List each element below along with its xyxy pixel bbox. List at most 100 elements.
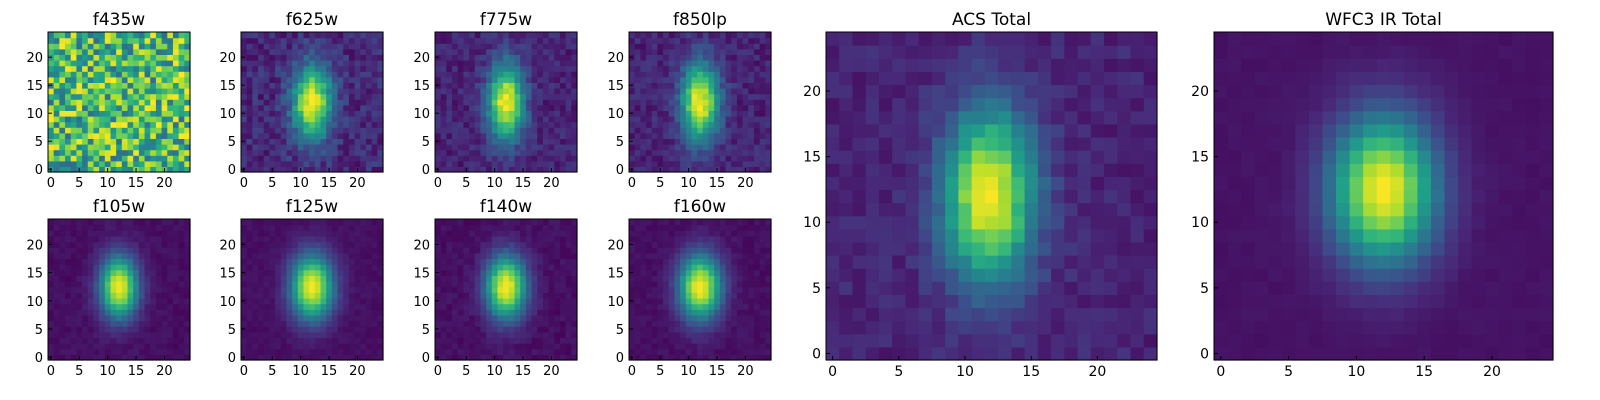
heatmap-cell: [759, 54, 766, 61]
heatmap-cell: [668, 286, 676, 293]
heatmap-cell: [258, 160, 265, 167]
heatmap-cell: [559, 116, 567, 123]
heatmap-cell: [731, 303, 738, 310]
heatmap-cell: [286, 121, 293, 128]
heatmap-cell: [104, 116, 112, 123]
heatmap-cell: [559, 343, 567, 350]
heatmap-cell: [542, 264, 550, 271]
heatmap-cell: [748, 110, 755, 117]
heatmap-cell: [634, 258, 641, 265]
heatmap-cell: [525, 166, 533, 173]
heatmap-cell: [759, 264, 766, 271]
heatmap-cell: [292, 144, 299, 151]
heatmap-cell: [110, 235, 117, 243]
heatmap-cell: [116, 252, 123, 260]
heatmap-cell: [554, 43, 561, 50]
heatmap-cell: [354, 281, 361, 288]
heatmap-cell: [280, 104, 288, 111]
heatmap-cell: [548, 269, 555, 276]
heatmap-cell: [542, 88, 550, 95]
heatmap-cell: [463, 76, 470, 83]
heatmap-cell: [331, 292, 339, 299]
heatmap-cell: [110, 343, 117, 350]
heatmap-cell: [320, 297, 327, 305]
heatmap-cell: [275, 54, 282, 61]
heatmap-cell: [452, 43, 459, 50]
heatmap-cell: [150, 230, 157, 237]
heatmap-cell: [99, 76, 106, 83]
heatmap-cell: [503, 275, 510, 282]
heatmap-cell: [663, 314, 670, 322]
heatmap-cell: [691, 138, 698, 145]
heatmap-cell: [280, 235, 288, 243]
heatmap-cell: [292, 43, 299, 50]
heatmap-cell: [377, 88, 384, 95]
heatmap-cell: [280, 76, 288, 83]
heatmap-cell: [110, 264, 117, 271]
heatmap-cell: [674, 281, 681, 288]
heatmap-cell: [571, 292, 578, 299]
heatmap-cell: [275, 309, 282, 316]
heatmap-cell: [571, 281, 578, 288]
heatmap-cell: [446, 104, 453, 111]
heatmap-cell: [167, 144, 174, 151]
heatmap-cell: [657, 48, 664, 55]
heatmap-cell: [343, 71, 350, 78]
heatmap-cell: [93, 110, 100, 117]
heatmap-cell: [172, 331, 180, 339]
heatmap-cell: [440, 104, 447, 111]
heatmap-cell: [680, 275, 687, 282]
heatmap-cell: [508, 160, 516, 167]
heatmap-cell: [508, 54, 516, 61]
heatmap-cell: [354, 337, 361, 344]
heatmap-cell: [565, 54, 572, 61]
heatmap-cell: [127, 241, 134, 248]
heatmap-cell: [748, 37, 755, 44]
heatmap-cell: [138, 354, 146, 361]
heatmap-cell: [708, 309, 715, 316]
heatmap-cell: [184, 76, 191, 83]
heatmap-cell: [309, 65, 316, 72]
heatmap-cell: [435, 99, 442, 106]
heatmap-cell: [697, 275, 704, 282]
heatmap-cell: [531, 337, 538, 344]
heatmap-cell: [736, 116, 744, 123]
heatmap-cell: [138, 269, 146, 276]
heatmap-cell: [365, 32, 373, 39]
heatmap-cell: [320, 343, 327, 350]
heatmap-cell: [172, 93, 180, 100]
heatmap-cell: [697, 343, 704, 350]
heatmap-cell: [53, 297, 60, 305]
heatmap-cell: [725, 281, 732, 288]
heatmap-cell: [702, 104, 710, 111]
heatmap-cell: [320, 104, 327, 111]
heatmap-cell: [48, 93, 55, 100]
heatmap-cell: [457, 116, 464, 123]
heatmap-cell: [463, 127, 470, 134]
heatmap-cell: [297, 258, 305, 265]
heatmap-cell: [708, 54, 715, 61]
heatmap-cell: [685, 149, 693, 156]
heatmap-cell: [184, 104, 191, 111]
heatmap-cell: [258, 354, 265, 361]
heatmap-cell: [571, 314, 578, 322]
heatmap-cell: [736, 326, 744, 333]
heatmap-cell: [337, 297, 344, 305]
heatmap-cell: [82, 326, 89, 333]
heatmap-cell: [246, 149, 253, 156]
heatmap-cell: [742, 110, 749, 117]
heatmap-cell: [508, 235, 516, 243]
heatmap-cell: [178, 292, 185, 299]
heatmap-cell: [138, 138, 146, 145]
heatmap-cell: [565, 314, 572, 322]
heatmap-cell: [167, 65, 174, 72]
heatmap-cell: [258, 309, 265, 316]
heatmap-cell: [184, 292, 191, 299]
heatmap-cell: [121, 297, 129, 305]
heatmap-cell: [629, 116, 636, 123]
heatmap-cell: [571, 54, 578, 61]
heatmap-cell: [365, 155, 373, 162]
heatmap-cell: [508, 65, 516, 72]
heatmap-cell: [514, 235, 521, 243]
heatmap-cell: [138, 241, 146, 248]
